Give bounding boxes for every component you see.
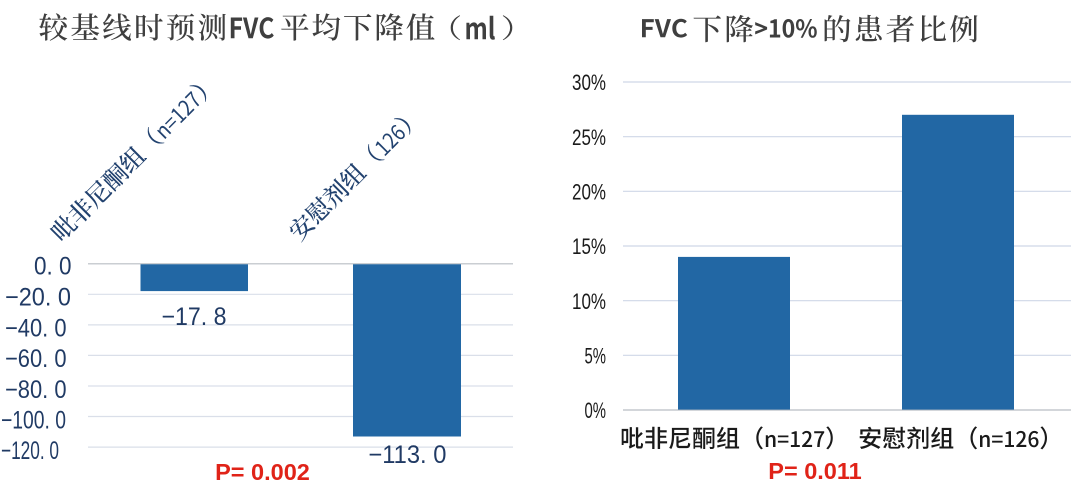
svg-text:−100. 0: −100. 0	[1, 407, 66, 435]
svg-text:0. 0: 0. 0	[34, 252, 72, 280]
svg-text:−40. 0: −40. 0	[5, 314, 67, 342]
svg-text:20%: 20%	[572, 180, 606, 205]
svg-text:0%: 0%	[585, 398, 607, 423]
svg-text:30%: 30%	[572, 70, 606, 95]
svg-text:10%: 10%	[572, 289, 606, 314]
svg-text:5%: 5%	[585, 344, 607, 369]
svg-text:15%: 15%	[572, 234, 606, 259]
svg-text:−17. 8: −17. 8	[162, 303, 227, 331]
svg-text:P= 0.002: P= 0.002	[215, 459, 310, 485]
svg-text:25%: 25%	[572, 125, 606, 150]
svg-text:−20. 0: −20. 0	[5, 283, 71, 311]
svg-text:−113. 0: −113. 0	[368, 441, 446, 469]
svg-text:−80. 0: −80. 0	[5, 376, 67, 404]
svg-text:−120. 0: −120. 0	[1, 437, 59, 465]
svg-text:−60. 0: −60. 0	[5, 345, 67, 373]
svg-text:P= 0.011: P= 0.011	[768, 458, 861, 484]
